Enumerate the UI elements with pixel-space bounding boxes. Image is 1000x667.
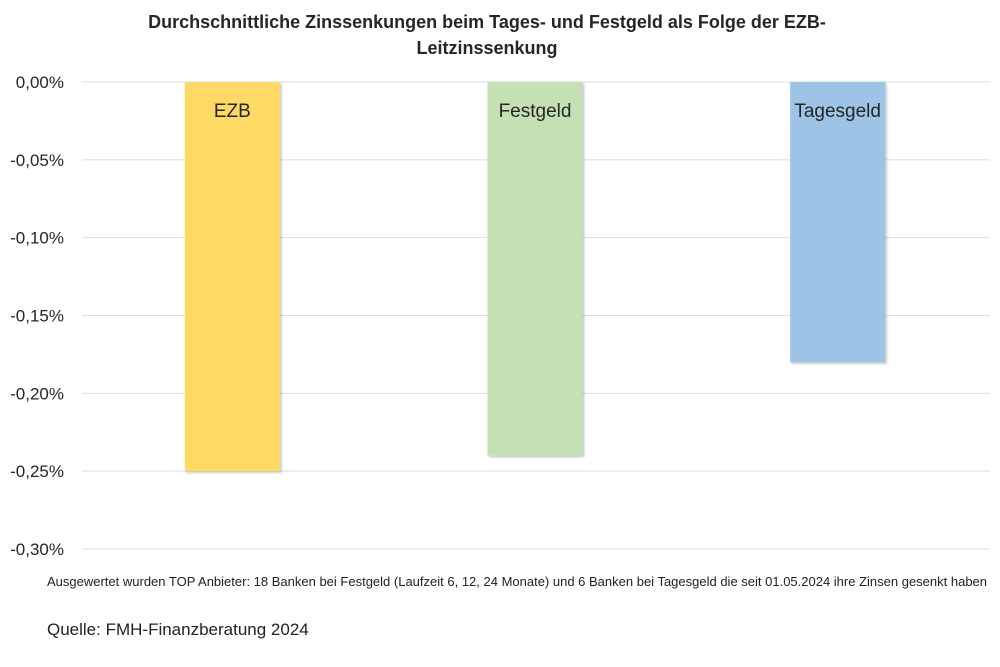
y-tick-label: -0,20% [10, 384, 64, 403]
y-tick-label: -0,30% [10, 540, 64, 559]
bar-tagesgeld [790, 82, 886, 363]
chart-title-line-2: Leitzinssenkung [416, 38, 557, 58]
y-tick-label: -0,15% [10, 307, 64, 326]
y-axis-tick-labels: 0,00% -0,05% -0,10% -0,15% -0,20% -0,25% -0,30… [10, 73, 64, 559]
chart-title-line-1: Durchschnittliche Zinssenkungen beim Tag… [148, 12, 826, 32]
bar-labels: EZB Festgeld Tagesgeld [214, 101, 881, 122]
y-tick-label: 0,00% [16, 73, 64, 92]
bar-festgeld [487, 82, 583, 456]
bars [184, 82, 886, 472]
y-tick-label: -0,05% [10, 151, 64, 170]
bar-chart: Durchschnittliche Zinssenkungen beim Tag… [10, 12, 990, 559]
y-tick-label: -0,10% [10, 229, 64, 248]
bar-label-tagesgeld: Tagesgeld [794, 101, 881, 122]
bar-ezb [184, 82, 280, 472]
bar-label-ezb: EZB [214, 101, 251, 122]
bar-label-festgeld: Festgeld [499, 101, 572, 122]
footnote: Ausgewertet wurden TOP Anbieter: 18 Bank… [47, 574, 988, 589]
y-tick-label: -0,25% [10, 462, 64, 481]
source-note: Quelle: FMH-Finanzberatung 2024 [47, 620, 309, 639]
